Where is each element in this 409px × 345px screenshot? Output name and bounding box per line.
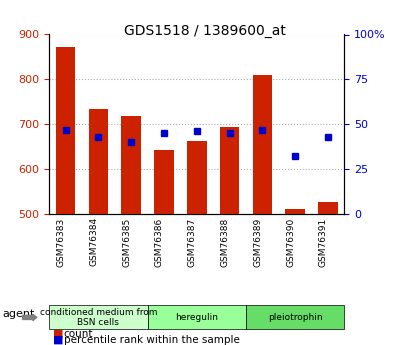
Text: heregulin: heregulin (175, 313, 218, 322)
Text: GSM76384: GSM76384 (89, 217, 98, 266)
Bar (219, 127, 239, 214)
Text: GSM76385: GSM76385 (122, 217, 131, 267)
Text: GSM76388: GSM76388 (220, 217, 229, 267)
Text: GSM76383: GSM76383 (56, 217, 65, 267)
Text: GSM76391: GSM76391 (318, 217, 327, 267)
Text: percentile rank within the sample: percentile rank within the sample (63, 335, 239, 345)
Text: GSM76386: GSM76386 (155, 217, 164, 267)
Text: count: count (63, 329, 93, 338)
Bar (187, 141, 206, 214)
Text: GSM76389: GSM76389 (253, 217, 262, 267)
Bar (154, 150, 173, 214)
Text: ■: ■ (53, 329, 64, 338)
Bar (121, 116, 141, 214)
Bar (88, 109, 108, 214)
Text: GDS1518 / 1389600_at: GDS1518 / 1389600_at (124, 24, 285, 38)
Text: GSM76390: GSM76390 (285, 217, 294, 267)
Text: ■: ■ (53, 335, 64, 345)
Bar (252, 75, 272, 214)
Text: GSM76387: GSM76387 (187, 217, 196, 267)
Bar (285, 209, 304, 214)
Bar (317, 202, 337, 214)
Bar (56, 47, 75, 214)
Text: pleiotrophin: pleiotrophin (267, 313, 322, 322)
Text: conditioned medium from
BSN cells: conditioned medium from BSN cells (40, 308, 157, 327)
Text: agent: agent (2, 309, 34, 319)
